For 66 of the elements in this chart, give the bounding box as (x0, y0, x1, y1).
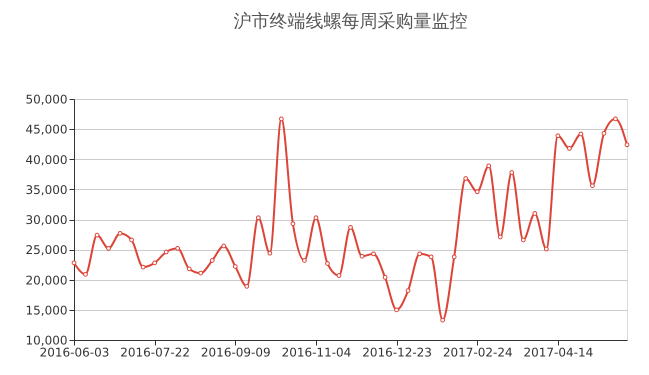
point (221, 244, 226, 248)
point (325, 261, 330, 266)
point (463, 176, 468, 181)
point (556, 133, 560, 138)
x-tick-label: 2016-09-09 (200, 346, 271, 360)
point (175, 246, 180, 251)
point (314, 215, 318, 220)
point (452, 254, 457, 260)
y-tick-label: 35,000 (26, 182, 68, 197)
y-tick-label: 20,000 (26, 273, 68, 288)
point (118, 230, 122, 236)
point (232, 264, 238, 269)
chart-title: 沪市终端线螺每周采购量监控 (234, 11, 468, 32)
point (406, 288, 410, 293)
y-tick-label: 40,000 (26, 152, 68, 167)
point (83, 272, 88, 277)
y-tick-label: 30,000 (26, 213, 68, 227)
point (267, 250, 272, 256)
point (624, 142, 630, 148)
point (140, 264, 146, 270)
point (106, 246, 111, 251)
point (244, 284, 250, 289)
point (440, 318, 446, 322)
point (198, 270, 204, 276)
point (94, 232, 100, 238)
point (302, 258, 307, 263)
point (486, 164, 492, 168)
x-tick-label: 2016-07-22 (120, 346, 190, 360)
point (578, 132, 584, 136)
point (256, 215, 261, 220)
point (336, 273, 342, 278)
point (532, 211, 538, 216)
point (279, 116, 284, 122)
x-tick-label: 2016-12-23 (362, 346, 432, 360)
y-tick-label: 15,000 (26, 303, 68, 318)
point (72, 260, 76, 266)
x-tick-label: 2016-11-04 (282, 346, 352, 360)
point (210, 258, 215, 263)
point (498, 234, 503, 240)
point (360, 254, 364, 259)
point (417, 251, 422, 256)
point (613, 116, 618, 122)
point (567, 146, 572, 151)
point (544, 246, 549, 252)
point (394, 308, 399, 312)
y-tick-label: 45,000 (26, 122, 68, 137)
point (290, 221, 296, 226)
point (129, 238, 134, 242)
point (520, 238, 526, 242)
y-tick-label: 50,000 (26, 92, 68, 106)
y-tick-label: 25,000 (26, 243, 68, 258)
x-tick-label: 2017-02-24 (442, 346, 513, 360)
point (164, 250, 169, 254)
x-tick-label: 2017-04-14 (524, 346, 594, 360)
point (382, 274, 388, 280)
x-tick-label: 2016-06-03 (40, 346, 110, 360)
point (590, 183, 595, 188)
point (602, 130, 606, 136)
point (428, 254, 434, 260)
point (474, 189, 480, 194)
y-tick-label: 10,000 (26, 334, 68, 348)
point (186, 266, 192, 272)
point (509, 170, 514, 175)
point (371, 251, 376, 256)
point (152, 260, 158, 266)
point (348, 224, 353, 230)
